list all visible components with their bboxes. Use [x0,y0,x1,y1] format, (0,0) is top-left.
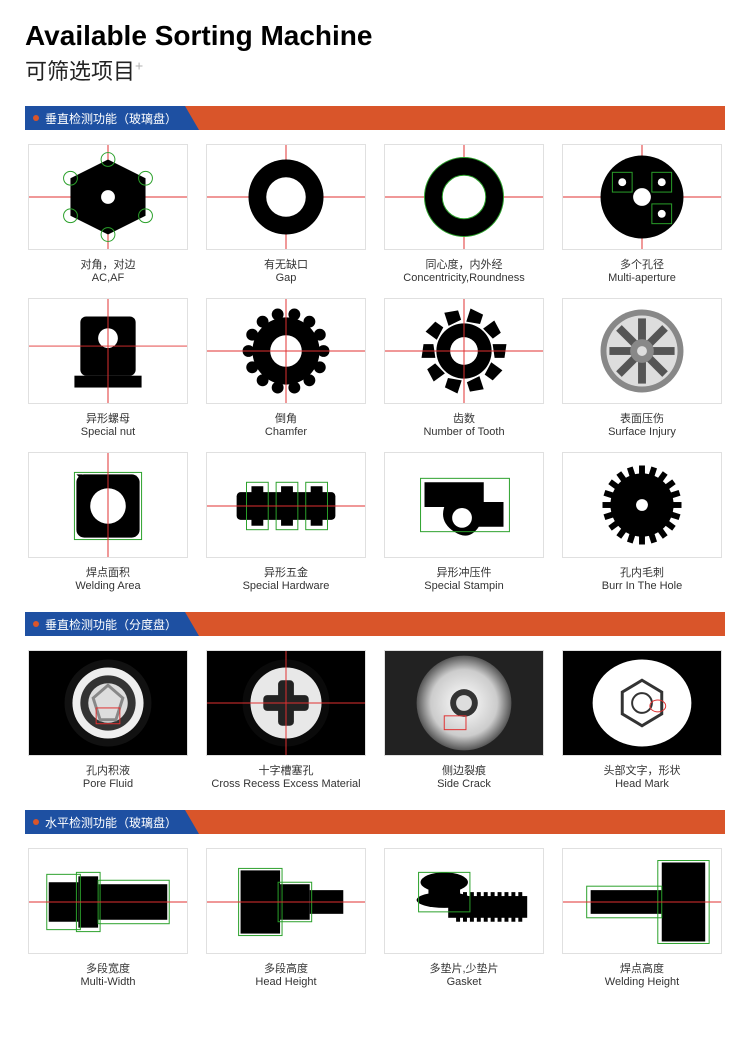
caption-chinese: 同心度，内外经 [426,256,503,272]
feature-cell: 多垫片,少垫片 Gasket [381,848,547,988]
section-header-bar: 垂直检测功能（玻璃盘） [25,106,725,130]
feature-thumbnail [206,452,366,558]
feature-cell: 侧边裂痕 Side Crack [381,650,547,790]
caption-english: Special Stampin [424,580,504,592]
feature-cell: 多段宽度 Multi-Width [25,848,191,988]
dot-icon [33,819,39,825]
feature-cell: 异形冲压件 Special Stampin [381,452,547,592]
feature-cell: 有无缺口 Gap [203,144,369,284]
feature-cell: 异形螺母 Special nut [25,298,191,438]
caption-english: Burr In The Hole [602,580,683,592]
section-header-bar: 垂直检测功能（分度盘） [25,612,725,636]
feature-thumbnail [28,298,188,404]
dot-icon [33,115,39,121]
feature-cell: 焊点高度 Welding Height [559,848,725,988]
feature-cell: 倒角 Chamfer [203,298,369,438]
feature-cell: 孔内毛刺 Burr In The Hole [559,452,725,592]
caption-english: Welding Area [75,580,140,592]
caption-english: Cross Recess Excess Material [211,778,360,790]
feature-thumbnail [562,650,722,756]
feature-thumbnail [206,650,366,756]
caption-english: Head Height [255,976,316,988]
caption-chinese: 侧边裂痕 [442,762,486,778]
caption-chinese: 多个孔径 [620,256,664,272]
caption-chinese: 异形冲压件 [437,564,492,580]
feature-cell: 同心度，内外经 Concentricity,Roundness [381,144,547,284]
caption-english: Special nut [81,426,135,438]
feature-cell: 孔内积液 Pore Fluid [25,650,191,790]
caption-english: Concentricity,Roundness [403,272,524,284]
caption-english: Surface Injury [608,426,676,438]
feature-thumbnail [562,144,722,250]
feature-thumbnail [384,650,544,756]
caption-english: AC,AF [92,272,124,284]
item-grid: 对角，对边 AC,AF 有无缺口 Gap 同心度，内外经 Concentrici… [25,144,725,592]
caption-chinese: 对角，对边 [81,256,136,272]
title-chinese: 可筛选项目+ [25,54,725,86]
caption-chinese: 头部文字，形状 [604,762,681,778]
feature-cell: 多个孔径 Multi-aperture [559,144,725,284]
caption-english: Special Hardware [243,580,330,592]
caption-chinese: 表面压伤 [620,410,664,426]
section-tab: 垂直检测功能（玻璃盘） [25,106,199,130]
feature-cell: 表面压伤 Surface Injury [559,298,725,438]
feature-cell: 多段高度 Head Height [203,848,369,988]
section-header-bar: 水平检测功能（玻璃盘） [25,810,725,834]
section-label: 垂直检测功能（玻璃盘） [45,110,177,127]
feature-cell: 焊点面积 Welding Area [25,452,191,592]
caption-english: Pore Fluid [83,778,133,790]
feature-thumbnail [28,452,188,558]
section-label: 垂直检测功能（分度盘） [45,616,177,633]
section-tab: 水平检测功能（玻璃盘） [25,810,199,834]
caption-chinese: 异形五金 [264,564,308,580]
caption-english: Multi-aperture [608,272,676,284]
section-tab: 垂直检测功能（分度盘） [25,612,199,636]
caption-chinese: 异形螺母 [86,410,130,426]
title-english: Available Sorting Machine [25,20,725,52]
feature-cell: 头部文字，形状 Head Mark [559,650,725,790]
caption-chinese: 十字槽塞孔 [259,762,314,778]
caption-chinese: 多垫片,少垫片 [429,960,498,976]
feature-thumbnail [28,144,188,250]
caption-chinese: 焊点面积 [86,564,130,580]
caption-chinese: 孔内毛刺 [620,564,664,580]
feature-thumbnail [562,452,722,558]
caption-chinese: 多段高度 [264,960,308,976]
dot-icon [33,621,39,627]
caption-english: Chamfer [265,426,307,438]
feature-thumbnail [206,298,366,404]
caption-english: Multi-Width [80,976,135,988]
page-title: Available Sorting Machine 可筛选项目+ [25,20,725,86]
item-grid: 多段宽度 Multi-Width 多段高度 Head Height 多垫片,少垫… [25,848,725,988]
caption-english: Number of Tooth [423,426,504,438]
caption-chinese: 焊点高度 [620,960,664,976]
feature-thumbnail [28,848,188,954]
caption-english: Head Mark [615,778,669,790]
feature-thumbnail [384,298,544,404]
feature-cell: 异形五金 Special Hardware [203,452,369,592]
feature-thumbnail [562,298,722,404]
caption-english: Side Crack [437,778,491,790]
caption-english: Welding Height [605,976,679,988]
caption-english: Gap [276,272,297,284]
plus-icon: + [135,58,143,74]
section-label: 水平检测功能（玻璃盘） [45,814,177,831]
item-grid: 孔内积液 Pore Fluid 十字槽塞孔 Cross Recess Exces… [25,650,725,790]
feature-thumbnail [28,650,188,756]
caption-english: Gasket [447,976,482,988]
caption-chinese: 孔内积液 [86,762,130,778]
feature-thumbnail [206,144,366,250]
caption-chinese: 有无缺口 [264,256,308,272]
feature-thumbnail [562,848,722,954]
caption-chinese: 齿数 [453,410,475,426]
feature-cell: 对角，对边 AC,AF [25,144,191,284]
feature-thumbnail [384,144,544,250]
caption-chinese: 多段宽度 [86,960,130,976]
caption-chinese: 倒角 [275,410,297,426]
feature-thumbnail [384,452,544,558]
feature-thumbnail [384,848,544,954]
feature-thumbnail [206,848,366,954]
feature-cell: 齿数 Number of Tooth [381,298,547,438]
feature-cell: 十字槽塞孔 Cross Recess Excess Material [203,650,369,790]
